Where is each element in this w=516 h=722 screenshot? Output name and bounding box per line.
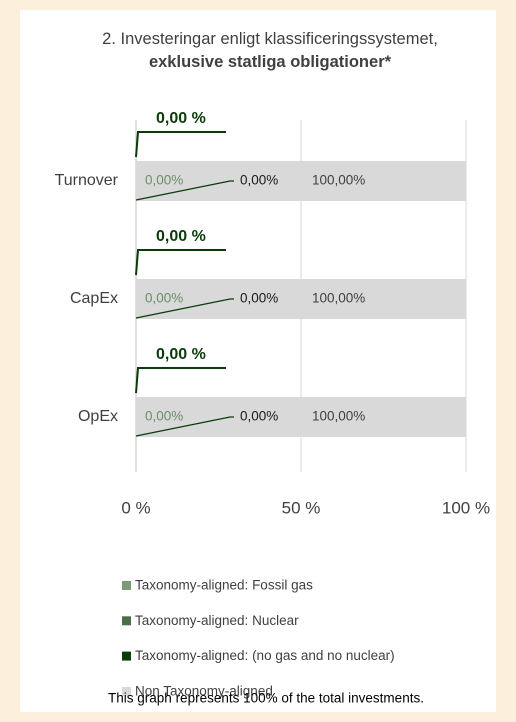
x-tick-label: 50 % xyxy=(282,498,321,517)
data-label: 0,00% xyxy=(145,409,183,424)
legend-label: Taxonomy-aligned: Fossil gas xyxy=(135,578,313,593)
legend-label: Non Taxonomy-aligned xyxy=(135,683,273,698)
data-label: 0,00% xyxy=(240,409,278,424)
bar-segment xyxy=(136,397,466,437)
leader-line xyxy=(135,416,234,437)
bar-segment xyxy=(136,161,466,201)
x-tick-label: 0 % xyxy=(121,498,150,517)
data-label: 100,00% xyxy=(312,291,365,306)
title-emphasis: exklusive statliga obligationer* xyxy=(148,53,392,71)
legend-swatch xyxy=(122,581,131,590)
data-label: 0,00% xyxy=(240,173,278,188)
leader-line xyxy=(135,131,226,158)
data-label: 100,00% xyxy=(312,173,365,188)
legend-swatch xyxy=(122,686,131,696)
chart-title: 2. Investeringar enligt klassificeringss… xyxy=(90,28,450,74)
panel xyxy=(20,10,496,712)
data-label: 0,00% xyxy=(240,291,278,306)
leader-line xyxy=(135,367,226,394)
category-label: Turnover xyxy=(55,172,119,189)
legend-label: Taxonomy-aligned: (no gas and no nuclear… xyxy=(135,648,395,663)
category-label: OpEx xyxy=(78,408,118,425)
data-label: 0,00 % xyxy=(156,228,206,245)
category-label: CapEx xyxy=(70,290,118,307)
x-tick-label: 100 % xyxy=(442,498,490,517)
data-label: 100,00% xyxy=(312,409,365,424)
data-label: 0,00 % xyxy=(156,110,206,127)
legend-swatch xyxy=(122,616,131,626)
legend-swatch xyxy=(122,651,131,661)
title-text: 2. Investeringar enligt klassificeringss… xyxy=(102,30,438,48)
bar-segment xyxy=(136,279,466,319)
leader-line xyxy=(135,249,226,276)
data-label: 0,00% xyxy=(145,173,183,188)
leader-line xyxy=(135,298,234,319)
data-label: 0,00 % xyxy=(156,346,206,363)
legend-label: Taxonomy-aligned: Nuclear xyxy=(135,613,299,628)
note: This graph represents 100% of the total … xyxy=(108,691,424,706)
data-label: 0,00% xyxy=(145,291,183,306)
leader-line xyxy=(135,180,234,201)
